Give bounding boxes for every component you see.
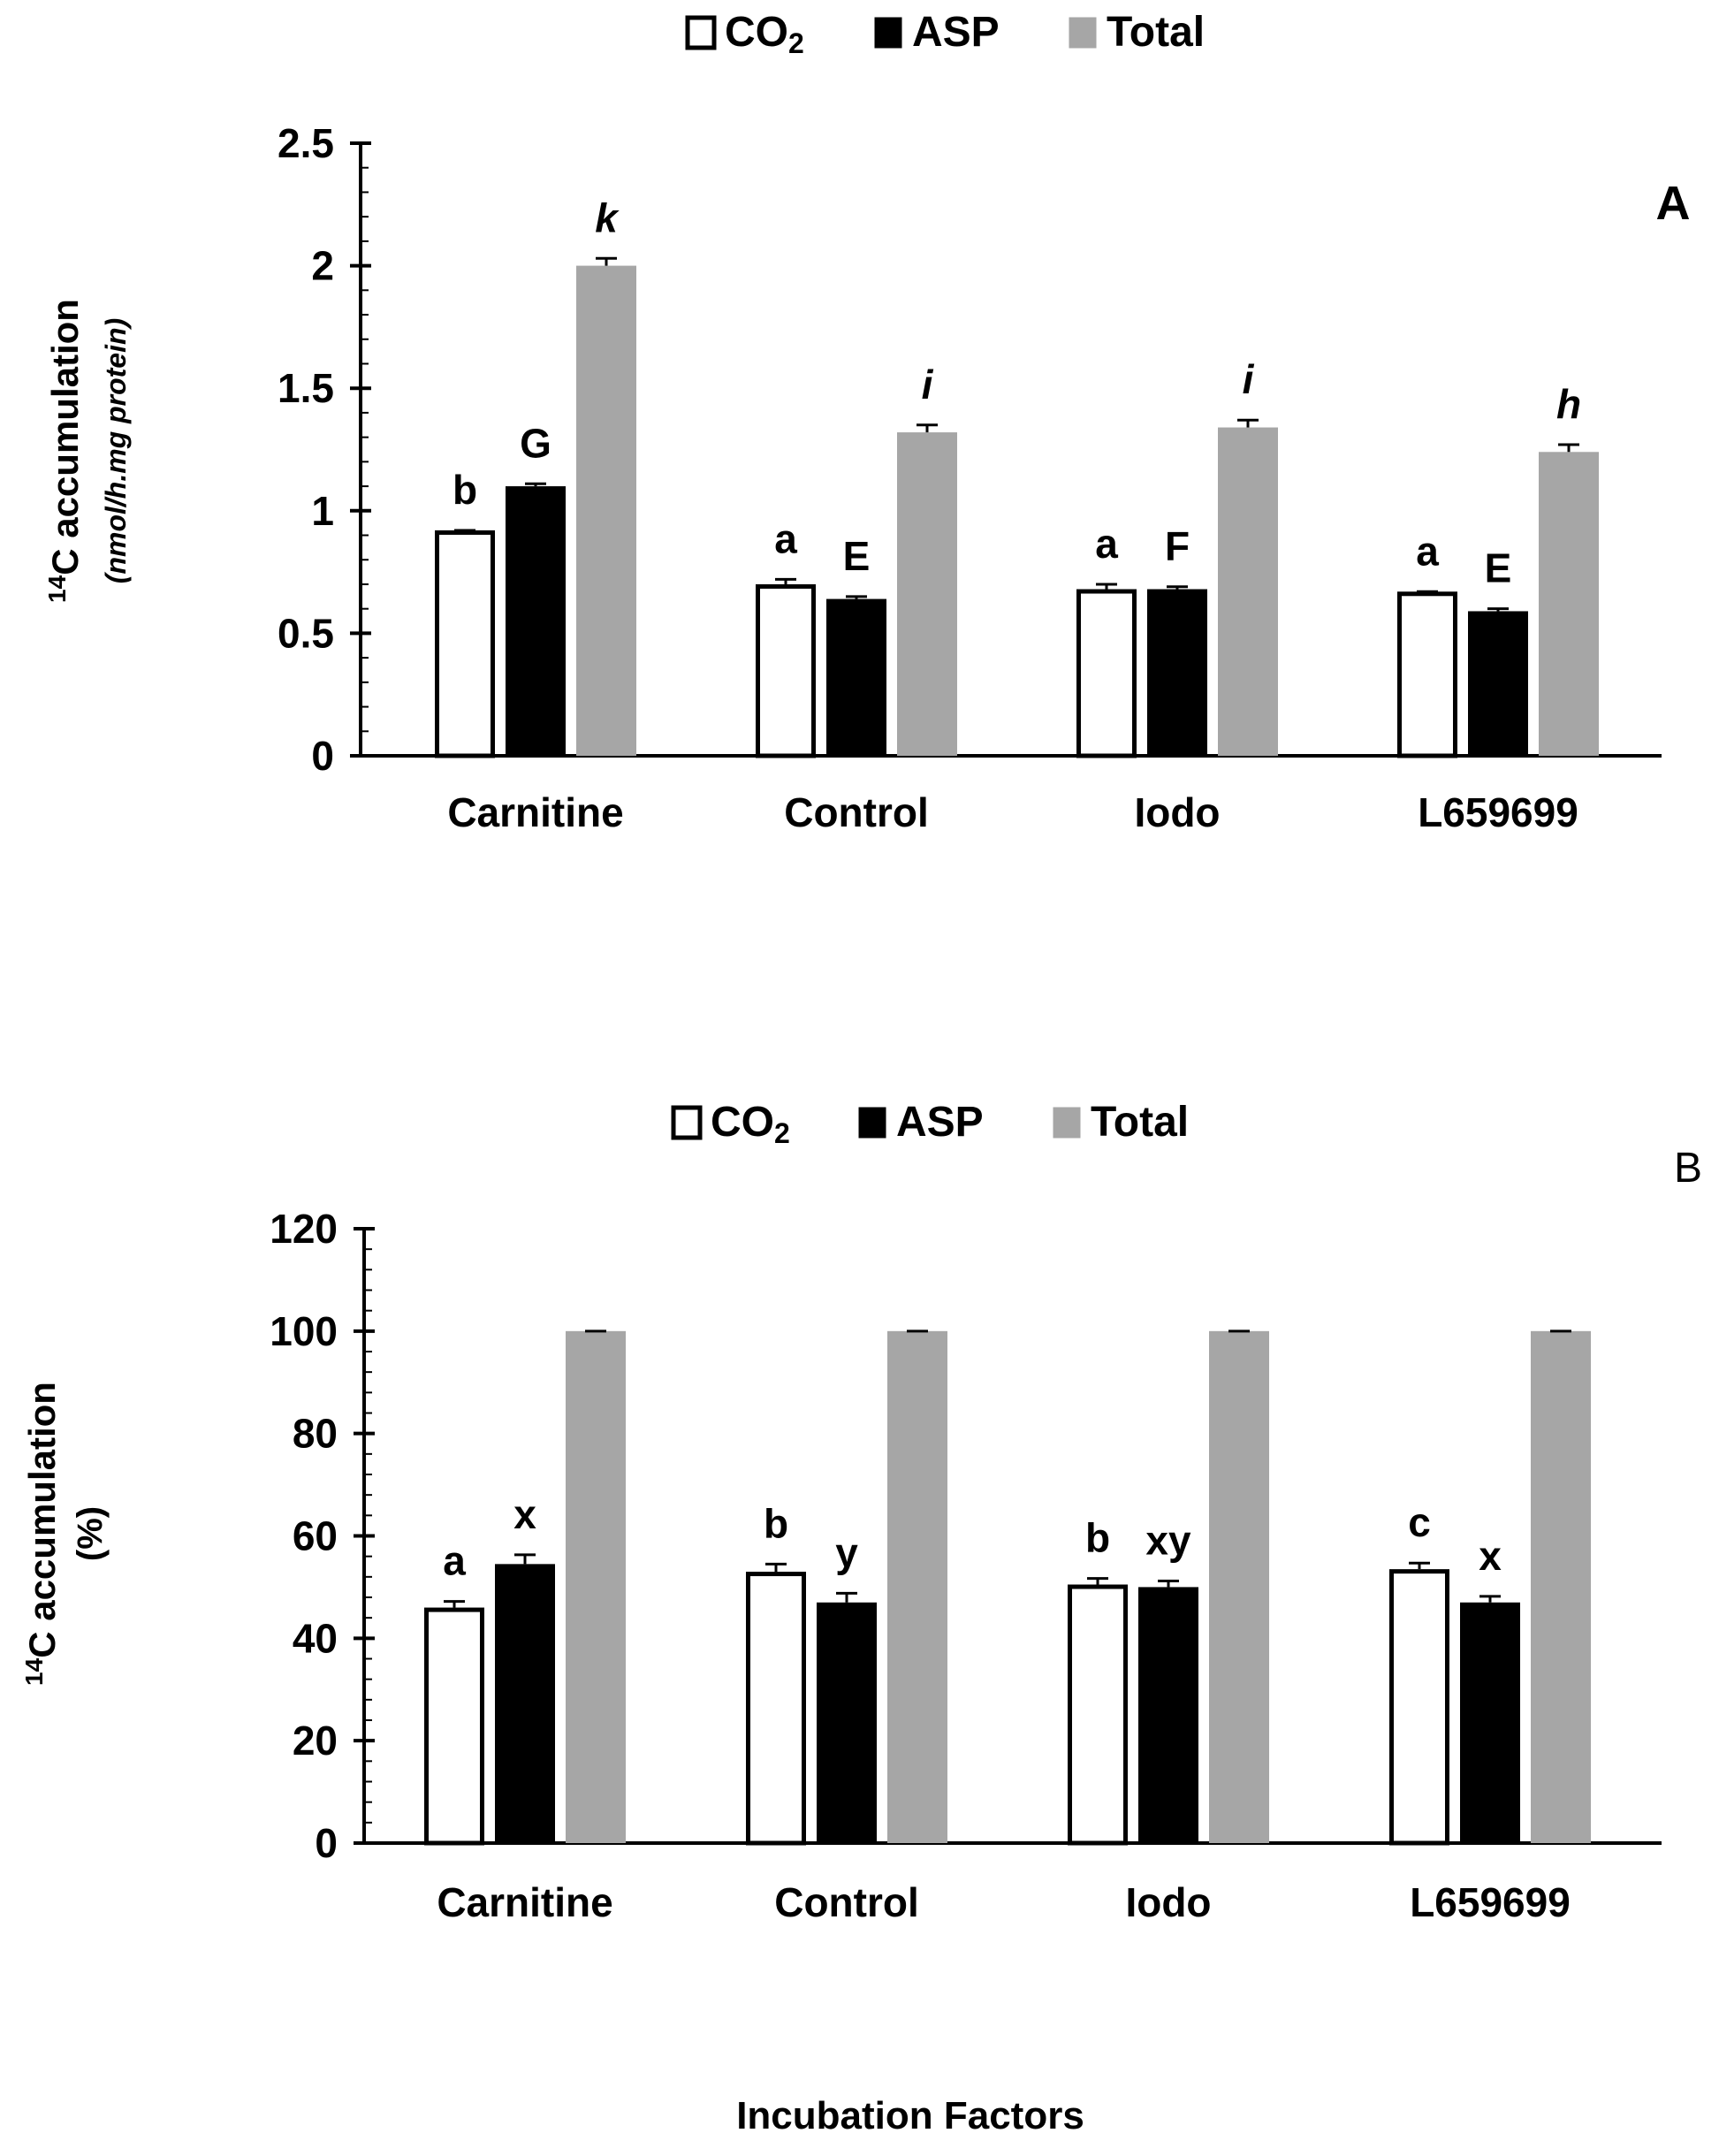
significance-letter: E xyxy=(843,533,871,579)
bar-co-control xyxy=(756,583,816,758)
panel-label: B xyxy=(1674,1145,1702,1192)
legend-swatch-total xyxy=(1069,17,1097,49)
significance-letter: xy xyxy=(1145,1517,1191,1563)
significance-letter: k xyxy=(595,194,620,240)
bar-total-l659699 xyxy=(1539,452,1599,756)
legend-label-asp: ASP xyxy=(912,9,1000,56)
y-tick-label: 0.5 xyxy=(278,610,334,656)
bar-asp-iodo xyxy=(1138,1587,1198,1843)
y-tick-label: 60 xyxy=(293,1513,338,1559)
x-axis-label: Incubation Factors xyxy=(736,2094,1084,2137)
legend-label-subscript: 2 xyxy=(774,1117,790,1149)
x-tick-label-control: Control xyxy=(774,1879,919,1925)
legend-label-co: CO2 xyxy=(725,9,804,59)
x-tick-label-control: Control xyxy=(784,789,929,835)
bar-asp-l659699 xyxy=(1468,611,1528,756)
y-axis-label-superscript: 14 xyxy=(20,1657,48,1686)
bar-total-l659699 xyxy=(1531,1330,1591,1843)
x-tick-label-iodo: Iodo xyxy=(1125,1879,1211,1925)
significance-letter: G xyxy=(520,420,551,466)
bar-co-l659699 xyxy=(1389,1569,1449,1846)
bar-total-iodo xyxy=(1218,427,1278,756)
y-tick-label: 1.5 xyxy=(278,365,334,411)
significance-letter: i xyxy=(922,362,934,408)
y-tick-label: 40 xyxy=(293,1615,338,1661)
bar-co-carnitine xyxy=(424,1607,484,1846)
y-tick-label: 0 xyxy=(311,733,334,779)
x-tick-label-l659699: L659699 xyxy=(1418,789,1578,835)
bar-co-carnitine xyxy=(435,529,495,758)
y-axis-unit-label: (nmol/h.mg protein) xyxy=(100,318,132,583)
y-axis-label: 14C accumulation xyxy=(20,1382,63,1686)
bar-asp-carnitine xyxy=(506,486,566,756)
legend-label-total: Total xyxy=(1107,9,1205,56)
bar-total-control xyxy=(887,1330,947,1843)
significance-letter: c xyxy=(1408,1499,1431,1545)
y-tick-label: 100 xyxy=(270,1308,338,1354)
panel-label: A xyxy=(1656,177,1691,230)
y-tick-label: 120 xyxy=(270,1206,338,1252)
significance-letter: b xyxy=(453,467,477,513)
significance-letter: E xyxy=(1485,545,1512,591)
y-axis-label: 14C accumulation xyxy=(43,299,86,603)
bar-total-iodo xyxy=(1209,1330,1269,1843)
bar-total-carnitine xyxy=(576,265,636,757)
panel-a-chart: CO2 ASP Total 0 0.5 1 1.5 2 2.5 14C accumulation (… xyxy=(43,9,1691,835)
significance-letter: i xyxy=(1243,356,1255,402)
legend-swatch-asp xyxy=(874,17,902,49)
legend-swatch-total xyxy=(1053,1107,1081,1139)
bar-co-iodo xyxy=(1068,1584,1128,1846)
bar-asp-control xyxy=(817,1602,877,1843)
significance-letter: a xyxy=(1095,521,1118,567)
significance-letter: x xyxy=(513,1491,536,1537)
y-axis-unit-label: (%) xyxy=(71,1506,110,1561)
y-tick-label: 80 xyxy=(293,1411,338,1457)
y-tick-label: 20 xyxy=(293,1718,338,1764)
x-tick-label-l659699: L659699 xyxy=(1410,1879,1571,1925)
significance-letter: b xyxy=(1085,1515,1110,1561)
significance-letter: h xyxy=(1556,381,1581,427)
bar-asp-l659699 xyxy=(1460,1602,1520,1843)
legend-label-co: CO2 xyxy=(711,1099,790,1149)
significance-letter: a xyxy=(443,1538,466,1584)
panel-b-chart: CO2 ASP Total 0 20 40 60 80 100 120 14C accumulati… xyxy=(20,1099,1702,1925)
bar-co-l659699 xyxy=(1397,591,1457,758)
bar-asp-carnitine xyxy=(495,1564,555,1843)
legend-swatch-co xyxy=(671,1105,703,1140)
x-tick-label-carnitine: Carnitine xyxy=(437,1879,612,1925)
significance-letter: a xyxy=(1416,528,1439,574)
significance-letter: b xyxy=(764,1500,788,1546)
legend-label-asp: ASP xyxy=(896,1099,984,1146)
y-tick-label: 2.5 xyxy=(278,120,334,166)
y-axis-label-main: C accumulation xyxy=(44,299,86,575)
bar-co-iodo xyxy=(1076,589,1137,758)
legend-label-subscript: 2 xyxy=(788,27,804,59)
bar-asp-iodo xyxy=(1147,589,1207,756)
legend-swatch-asp xyxy=(858,1107,886,1139)
y-axis-label-main: C accumulation xyxy=(21,1382,63,1658)
bar-total-control xyxy=(897,432,957,756)
x-tick-label-carnitine: Carnitine xyxy=(447,789,623,835)
legend-label-total: Total xyxy=(1091,1099,1189,1146)
bar-co-control xyxy=(746,1572,806,1846)
significance-letter: F xyxy=(1165,523,1190,569)
significance-letter: y xyxy=(835,1529,858,1575)
y-tick-label: 2 xyxy=(311,243,334,289)
legend-swatch-co xyxy=(685,15,717,50)
significance-letter: a xyxy=(774,515,797,561)
x-tick-label-iodo: Iodo xyxy=(1134,789,1220,835)
bar-asp-control xyxy=(826,598,886,756)
significance-letter: x xyxy=(1479,1533,1502,1579)
y-tick-label: 0 xyxy=(315,1820,338,1866)
y-tick-label: 1 xyxy=(311,488,334,534)
y-axis-label-superscript: 14 xyxy=(43,575,71,603)
bar-total-carnitine xyxy=(566,1330,626,1843)
